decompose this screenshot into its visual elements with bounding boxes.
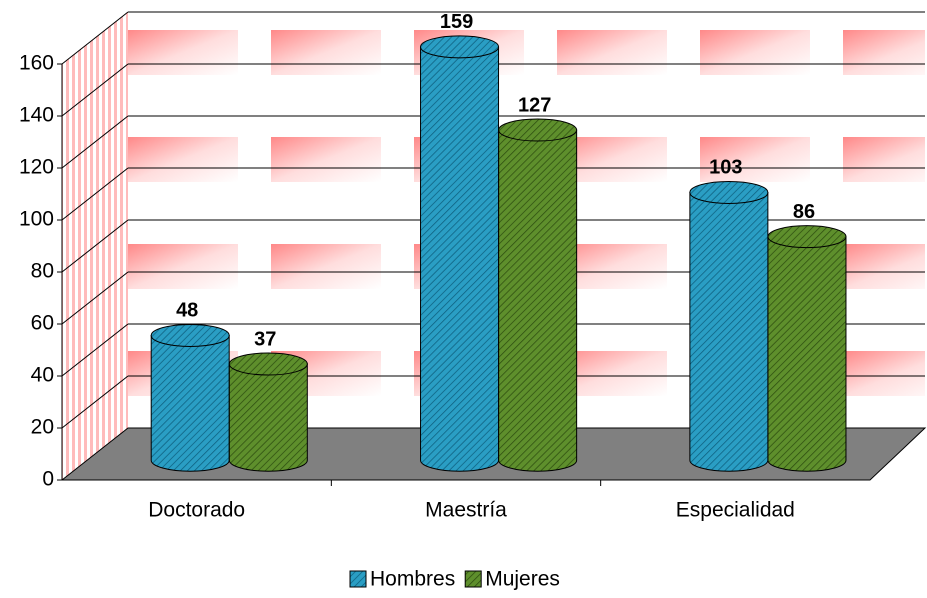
bar xyxy=(689,191,769,472)
grid-line xyxy=(61,11,129,65)
bar-top xyxy=(150,323,230,347)
bar-top xyxy=(689,180,769,204)
legend-label: Hombres xyxy=(370,568,455,591)
bar xyxy=(228,363,308,472)
y-tick-label: 100 xyxy=(19,208,54,231)
y-tick-label: 60 xyxy=(31,312,54,335)
grid-line xyxy=(61,63,129,117)
value-label: 86 xyxy=(793,201,815,223)
bar-top xyxy=(767,225,847,249)
x-tick-label: Maestría xyxy=(425,499,507,522)
grid-line xyxy=(61,375,129,429)
y-tick-label: 40 xyxy=(31,364,54,387)
legend-swatch xyxy=(464,570,482,588)
value-label: 48 xyxy=(176,300,198,322)
bar-top xyxy=(498,118,578,142)
bar xyxy=(767,236,847,472)
y-tick-label: 160 xyxy=(19,52,54,75)
bar-top xyxy=(228,352,308,376)
bar xyxy=(150,334,230,472)
value-label: 127 xyxy=(518,94,551,116)
bar xyxy=(498,129,578,472)
legend-label: Mujeres xyxy=(485,568,560,591)
x-tick-label: Especialidad xyxy=(676,499,795,522)
y-tick-label: 140 xyxy=(19,104,54,127)
y-tick-label: 0 xyxy=(42,468,54,491)
value-label: 37 xyxy=(254,328,276,350)
bar-top xyxy=(420,35,500,59)
y-tick-label: 80 xyxy=(31,260,54,283)
grid-line xyxy=(61,271,129,325)
x-tick-label: Doctorado xyxy=(148,499,245,522)
legend-swatch xyxy=(349,570,367,588)
grid-line xyxy=(61,115,129,169)
value-label: 103 xyxy=(709,157,742,179)
grid-line xyxy=(61,167,129,221)
y-tick-label: 20 xyxy=(31,416,54,439)
grid-line xyxy=(61,219,129,273)
grid-line xyxy=(61,323,129,377)
bar xyxy=(420,46,500,472)
y-tick-label: 120 xyxy=(19,156,54,179)
value-label: 159 xyxy=(440,11,473,33)
